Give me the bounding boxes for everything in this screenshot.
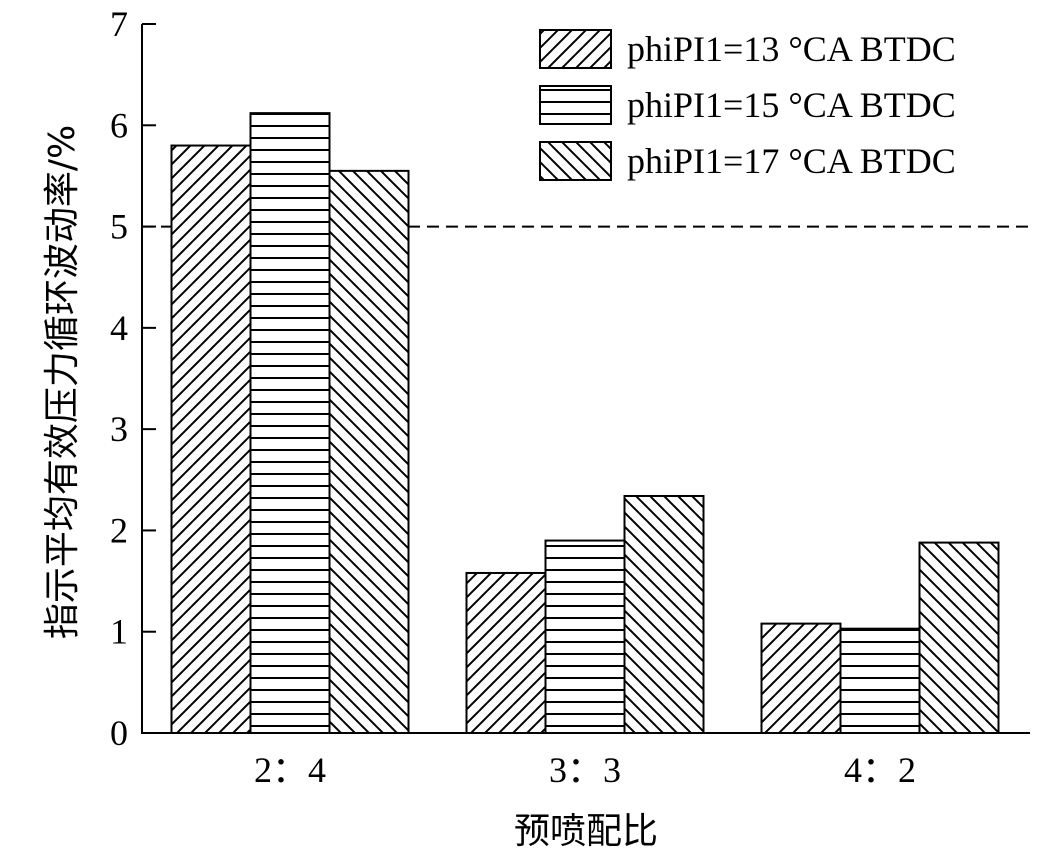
bar-2-series-2 [544,539,626,734]
bar-3-series-3 [918,541,1000,735]
x-tick-label: 3：3 [549,750,621,790]
y-tick-label: 6 [110,105,128,145]
y-tick-label: 5 [110,207,128,247]
y-tick-label: 1 [110,612,128,652]
y-tick-label: 7 [110,4,128,44]
legend-label: phiPI1=15 °CA BTDC [627,85,956,125]
legend-label: phiPI1=13 °CA BTDC [627,29,956,69]
y-tick-label: 3 [110,409,128,449]
legend-swatch [539,85,612,125]
y-tick-label: 2 [110,510,128,550]
x-tick-label: 2：4 [254,750,326,790]
y-tick-label: 4 [110,308,128,348]
y-tick-label: 0 [110,713,128,753]
legend-swatch [539,29,612,69]
bar-1-series-2 [249,112,331,735]
bar-3-series-2 [839,627,921,735]
legend-label: phiPI1=17 °CA BTDC [627,141,956,181]
legend: phiPI1=13 °CA BTDC phiPI1=15 °CA BTDC phiP… [539,29,956,181]
x-tick-label: 4：2 [844,750,916,790]
x-axis-title: 预喷配比 [514,811,658,852]
bar-1-series-3 [328,169,410,735]
y-axis-title: 指示平均有效压力循环波动率/% [42,125,83,639]
bar-3-series-1 [760,622,842,735]
bar-1-series-1 [170,144,252,735]
legend-swatch [539,141,612,181]
bar-2-series-1 [465,571,547,734]
bar-2-series-3 [623,494,705,734]
